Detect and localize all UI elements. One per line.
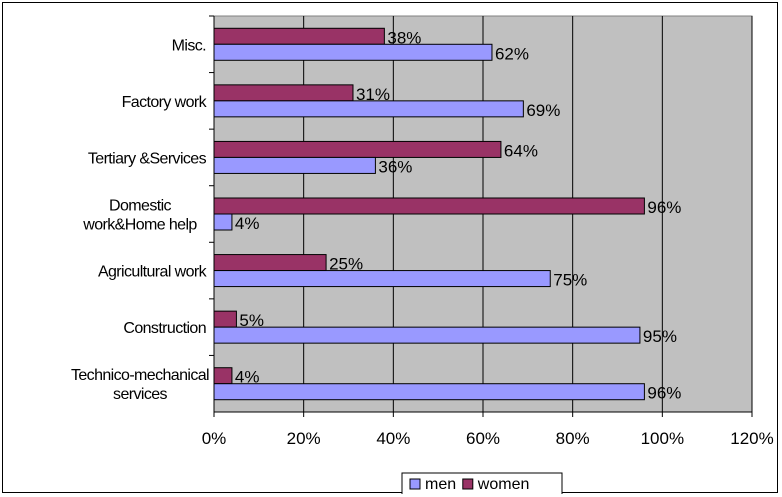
- data-label-women: 4%: [235, 368, 260, 387]
- data-label-men: 62%: [495, 44, 529, 63]
- category-label: Construction: [123, 320, 206, 337]
- legend-swatch-men: [409, 478, 421, 490]
- bar-men: [213, 383, 645, 401]
- x-tick-label: 120%: [730, 429, 773, 448]
- x-tick-label: 20%: [287, 429, 321, 448]
- legend-swatch-women: [462, 478, 474, 490]
- data-label-women: 38%: [387, 28, 421, 47]
- bar-men: [213, 100, 524, 118]
- legend-label-men: men: [425, 476, 456, 493]
- x-tick-label: 100%: [641, 429, 684, 448]
- data-label-men: 75%: [553, 271, 587, 290]
- category-label: Misc.: [172, 37, 206, 54]
- bar-women: [213, 310, 237, 328]
- bar-men: [213, 43, 493, 61]
- bar-women: [213, 27, 385, 45]
- bar-men: [213, 156, 376, 174]
- bar-women: [213, 367, 233, 385]
- bar-men: [213, 326, 641, 344]
- bar-women: [213, 197, 645, 215]
- x-tick-label: 0%: [202, 429, 227, 448]
- bar-women: [213, 140, 502, 158]
- data-label-men: 95%: [643, 327, 677, 346]
- data-label-women: 31%: [356, 85, 390, 104]
- category-label: Tertiary &Services: [88, 150, 207, 167]
- category-label: Domestic work&Home help: [82, 198, 197, 234]
- bar-women: [213, 254, 327, 272]
- data-label-women: 5%: [239, 311, 264, 330]
- data-label-men: 69%: [526, 101, 560, 120]
- bar-men: [213, 213, 233, 231]
- bar-men: [213, 270, 551, 288]
- category-label: Factory work: [122, 94, 208, 111]
- category-label: Technico-mechanical services: [71, 367, 209, 403]
- data-label-women: 96%: [647, 198, 681, 217]
- data-label-men: 36%: [378, 157, 412, 176]
- data-label-men: 4%: [235, 214, 260, 233]
- x-tick-label: 60%: [466, 429, 500, 448]
- bar-women: [213, 84, 354, 102]
- data-label-men: 96%: [647, 384, 681, 403]
- legend-label-women: women: [477, 476, 530, 493]
- x-tick-label: 40%: [376, 429, 410, 448]
- legend-box: [401, 472, 563, 494]
- x-tick-label: 80%: [556, 429, 590, 448]
- bar-chart: 4% 96% Technico-mechanical services 5% 95% Con…: [71, 15, 774, 494]
- category-label: Agricultural work: [98, 264, 208, 281]
- data-label-women: 64%: [504, 141, 538, 160]
- data-label-women: 25%: [329, 255, 363, 274]
